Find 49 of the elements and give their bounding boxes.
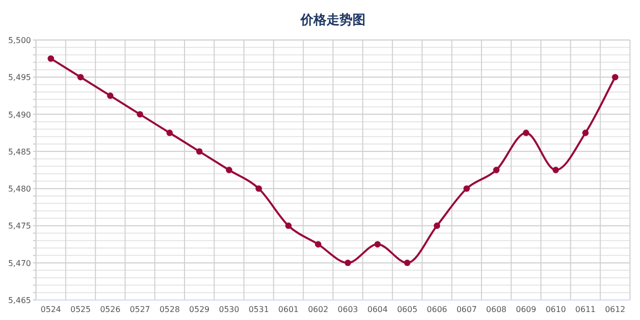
point [493, 166, 500, 174]
x-tick-label: 0602 [308, 305, 328, 314]
y-tick-label: 5,500 [8, 36, 31, 45]
y-tick-label: 5,490 [8, 110, 31, 120]
point [582, 130, 589, 136]
y-tick-label: 5,485 [8, 147, 31, 156]
point [612, 74, 618, 80]
x-tick-label: 0608 [486, 305, 507, 314]
point [256, 185, 262, 192]
x-tick-label: 0605 [397, 305, 418, 314]
x-tick-label: 0606 [426, 305, 448, 314]
x-tick-label: 0528 [159, 305, 180, 314]
point [463, 185, 470, 192]
x-tick-label: 0529 [189, 305, 210, 314]
point [48, 55, 54, 62]
y-tick-label: 5,480 [8, 184, 31, 194]
point [77, 74, 84, 80]
x-tick-label: 0601 [278, 305, 299, 314]
point [285, 222, 292, 229]
point [196, 148, 203, 155]
point [344, 260, 352, 266]
point [136, 111, 144, 118]
x-tick-label: 0611 [575, 305, 596, 314]
point [107, 92, 114, 99]
x-tick-label: 0526 [100, 305, 120, 314]
x-tick-label: 0610 [546, 305, 566, 314]
y-tick-label: 5,495 [8, 73, 31, 82]
point [552, 166, 559, 174]
x-tick-label: 0530 [218, 305, 240, 314]
point [374, 241, 381, 248]
point [404, 260, 410, 266]
x-tick-label: 0531 [248, 305, 269, 314]
x-tick-label: 0527 [130, 305, 150, 314]
point [226, 166, 232, 174]
y-tick-label: 5,465 [8, 296, 31, 305]
x-tick-label: 0524 [40, 305, 62, 314]
chart-title: 价格走势图 [300, 12, 366, 28]
x-tick-label: 0609 [516, 305, 536, 314]
point [314, 241, 322, 248]
y-tick-label: 5,475 [8, 222, 31, 231]
x-tick-label: 0612 [604, 305, 626, 314]
x-tick-label: 0607 [456, 305, 477, 314]
y-tick-label: 5,470 [8, 258, 31, 268]
x-tick-label: 0603 [338, 305, 358, 314]
x-tick-label: 0604 [367, 305, 388, 314]
point [522, 130, 530, 136]
x-tick-label: 0525 [70, 305, 91, 314]
point [166, 130, 173, 136]
point [434, 222, 440, 229]
